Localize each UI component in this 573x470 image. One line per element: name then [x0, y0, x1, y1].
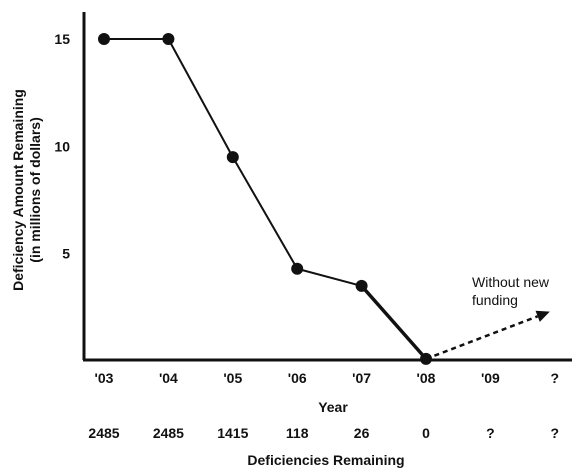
deficiency-count-label: 118: [286, 425, 309, 441]
series-segment: [231, 156, 299, 270]
series-lines: [104, 38, 428, 361]
x-tick-labels: '03 '04 '05 '06 '07 '08 '09?: [95, 370, 560, 386]
data-point: [98, 33, 110, 45]
deficiency-count-label: 2485: [153, 425, 184, 441]
y-axis-sublabel: (in millions of dollars): [27, 117, 43, 262]
series-segment: [360, 284, 428, 361]
secondary-value-labels: 2485 2485 1415 118 26 0??: [88, 425, 559, 441]
y-axis-label: Deficiency Amount Remaining: [10, 89, 26, 291]
data-point: [355, 279, 368, 292]
y-tick-label: 5: [62, 246, 70, 262]
deficiency-count-label: 1415: [217, 425, 248, 441]
projection-annotation-line-1: Without new: [472, 274, 550, 290]
x-axis-label: Year: [318, 399, 348, 415]
projection-dashed-line: [425, 315, 539, 361]
data-point: [162, 33, 175, 45]
deficiency-count-label: ?: [551, 425, 560, 441]
x-tick-label: '04: [159, 370, 178, 386]
deficiency-count-label: 2485: [88, 425, 119, 441]
series-segment: [296, 267, 362, 287]
y-tick-label: 15: [54, 31, 70, 47]
series-points: [98, 33, 432, 365]
x-tick-label: '06: [288, 370, 307, 386]
x-tick-label: '05: [223, 370, 242, 386]
x-tick-label: ?: [551, 370, 560, 386]
deficiency-count-label: 26: [354, 425, 370, 441]
projection-annotation-line-2: funding: [472, 292, 518, 308]
series-segment: [167, 38, 234, 158]
x-tick-label: '08: [417, 370, 436, 386]
deficiency-count-label: ?: [486, 425, 495, 441]
axes: [82, 12, 572, 362]
projection: [425, 310, 550, 361]
data-point: [226, 151, 239, 164]
x-tick-label: '03: [95, 370, 114, 386]
y-ticks: 5 10 15: [54, 31, 70, 262]
x-tick-label: '09: [481, 370, 500, 386]
projection-arrowhead: [535, 310, 550, 322]
x-tick-label: '07: [352, 370, 371, 386]
deficiency-count-label: 0: [422, 425, 430, 441]
secondary-axis-label: Deficiencies Remaining: [247, 452, 404, 468]
data-point: [291, 262, 304, 275]
y-tick-label: 10: [54, 138, 70, 154]
